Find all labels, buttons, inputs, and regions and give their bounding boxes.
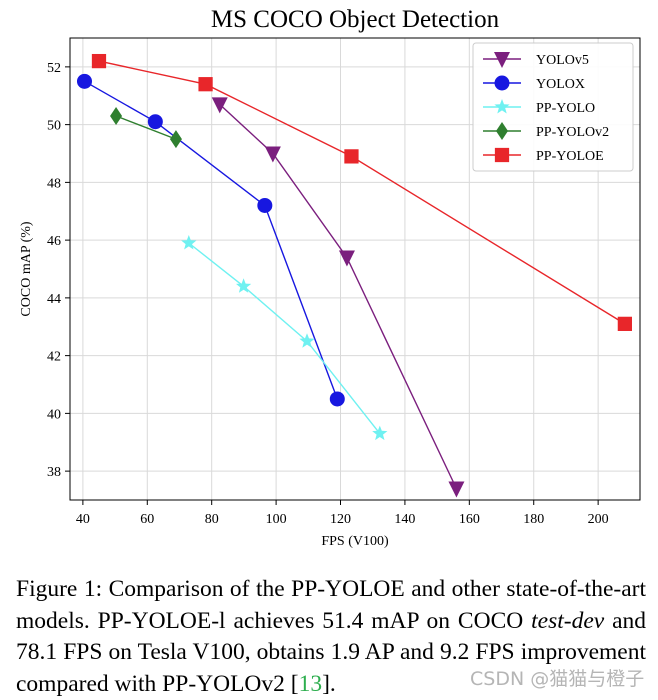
chart-svg: MS COCO Object Detection 40 60 80 100 120 140… bbox=[19, 6, 641, 549]
chart: MS COCO Object Detection 40 60 80 100 120 140… bbox=[19, 6, 641, 549]
data-point-yolov5 bbox=[264, 146, 281, 163]
series-line-yolov5 bbox=[219, 103, 458, 489]
data-point-pp-yoloe bbox=[617, 316, 632, 331]
y-tick-label: 42 bbox=[47, 350, 61, 365]
y-tick-label: 50 bbox=[47, 119, 61, 134]
y-tick-label: 38 bbox=[47, 465, 61, 480]
y-axis-label: COCO mAP (%) bbox=[19, 221, 34, 316]
legend-label-yolov5: YOLOv5 bbox=[536, 53, 589, 68]
citation-link[interactable]: 13 bbox=[298, 670, 323, 697]
x-tick-label: 180 bbox=[523, 512, 544, 527]
x-tick-label: 140 bbox=[394, 512, 415, 527]
data-point-yolox bbox=[76, 73, 92, 89]
chart-title: MS COCO Object Detection bbox=[211, 6, 500, 33]
data-point-pp-yolo bbox=[181, 235, 197, 250]
figure-caption: Figure 1: Comparison of the PP-YOLOE and… bbox=[16, 574, 646, 700]
legend-label-pp-yolo: PP-YOLO bbox=[536, 101, 595, 116]
caption-italic: test-dev bbox=[531, 607, 605, 634]
series-line-pp-yolo bbox=[188, 242, 381, 435]
legend-marker-pp-yolov2 bbox=[496, 122, 508, 140]
series-line-pp-yolov2 bbox=[115, 115, 177, 140]
data-point-yolov5 bbox=[211, 97, 228, 114]
x-axis-label: FPS (V100) bbox=[321, 534, 389, 549]
caption-suffix: and 78.1 FPS on Tesla V100, obtains 1.9 … bbox=[16, 607, 647, 697]
data-point-pp-yolo bbox=[299, 333, 315, 348]
x-tick-label: 100 bbox=[266, 512, 287, 527]
x-tick-label: 120 bbox=[330, 512, 351, 527]
legend-label-yolox: YOLOX bbox=[536, 77, 585, 92]
data-point-yolov5 bbox=[338, 250, 355, 267]
legend: YOLOv5 YOLOX PP-YOLO PP-YOLOv2 PP-YOLOE bbox=[472, 42, 634, 172]
data-point-yolox bbox=[329, 391, 345, 407]
legend-marker-pp-yoloe bbox=[494, 147, 510, 163]
caption-prefix: Figure 1: Comparison of the PP-YOLOE and… bbox=[16, 576, 646, 634]
y-tick-label: 40 bbox=[47, 407, 61, 422]
data-point-pp-yoloe bbox=[344, 149, 359, 164]
data-point-pp-yolov2 bbox=[110, 106, 123, 125]
x-tick-label: 60 bbox=[140, 512, 154, 527]
y-tick-label: 44 bbox=[47, 292, 61, 307]
y-tick-label: 46 bbox=[47, 234, 61, 249]
plot-frame bbox=[69, 37, 641, 501]
y-tick-label: 52 bbox=[47, 61, 61, 76]
watermark: CSDN @猫猫与橙子 bbox=[470, 668, 645, 690]
legend-label-pp-yoloe: PP-YOLOE bbox=[536, 149, 604, 164]
caption-end: ]. bbox=[322, 670, 336, 697]
legend-label-pp-yolov2: PP-YOLOv2 bbox=[536, 125, 609, 140]
x-tick-label: 160 bbox=[459, 512, 480, 527]
data-point-yolox bbox=[257, 197, 273, 213]
series-line-pp-yoloe bbox=[98, 60, 626, 325]
legend-marker-pp-yolo bbox=[494, 99, 510, 114]
x-tick-label: 80 bbox=[205, 512, 219, 527]
data-point-pp-yolo bbox=[236, 278, 252, 293]
legend-marker-yolox bbox=[494, 75, 510, 91]
series-line-yolox bbox=[84, 80, 338, 400]
y-tick-label: 48 bbox=[47, 176, 61, 191]
data-point-pp-yoloe bbox=[198, 77, 213, 92]
data-point-pp-yoloe bbox=[91, 53, 107, 69]
legend-box bbox=[472, 42, 634, 172]
x-tick-label: 200 bbox=[588, 512, 609, 527]
data-point-pp-yolov2 bbox=[169, 130, 182, 149]
x-tick-label: 40 bbox=[76, 512, 90, 527]
data-point-yolox bbox=[147, 114, 163, 130]
data-point-pp-yolo bbox=[372, 425, 388, 441]
data-point-yolov5 bbox=[448, 481, 465, 498]
legend-marker-yolov5 bbox=[494, 52, 510, 68]
